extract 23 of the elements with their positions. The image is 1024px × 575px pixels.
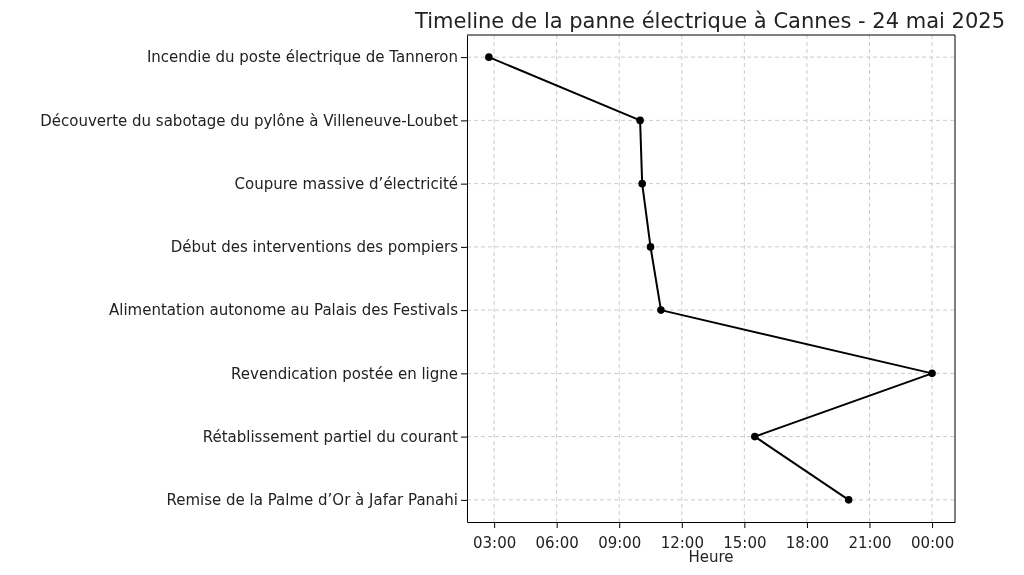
y-tick-label: Incendie du poste électrique de Tanneron: [146, 48, 458, 67]
point: [646, 243, 655, 251]
point: [657, 306, 665, 314]
point: [638, 179, 646, 188]
point: [928, 369, 936, 378]
x-tick-label: 00:00: [910, 533, 955, 552]
x-tick-label: 03:00: [472, 533, 517, 552]
y-tick-label: Revendication postée en ligne: [231, 364, 458, 383]
y-tick-label: Début des interventions des pompiers: [170, 238, 459, 257]
point: [636, 116, 644, 125]
y-tick-label: Remise de la Palme d’Or à Jafar Panahi: [166, 491, 458, 510]
y-tick-label: Rétablissement partiel du courant: [202, 427, 459, 446]
chart-title: Timeline de la panne électrique à Cannes - 24 mai 2025: [414, 9, 1005, 33]
y-tick-label: Coupure massive d’électricité: [234, 174, 458, 193]
y-tick-label: Découverte du sabotage du pylône à Villeneuve-Loubet: [40, 111, 459, 130]
x-tick-label: 09:00: [598, 533, 642, 552]
x-tick-label: 06:00: [535, 533, 579, 552]
point: [844, 496, 853, 504]
x-tick-label: 18:00: [785, 533, 830, 552]
point: [485, 53, 493, 61]
y-tick-label: Alimentation autonome au Palais des Festivals: [109, 301, 459, 320]
point: [751, 432, 759, 441]
x-tick-label: 21:00: [848, 533, 892, 552]
